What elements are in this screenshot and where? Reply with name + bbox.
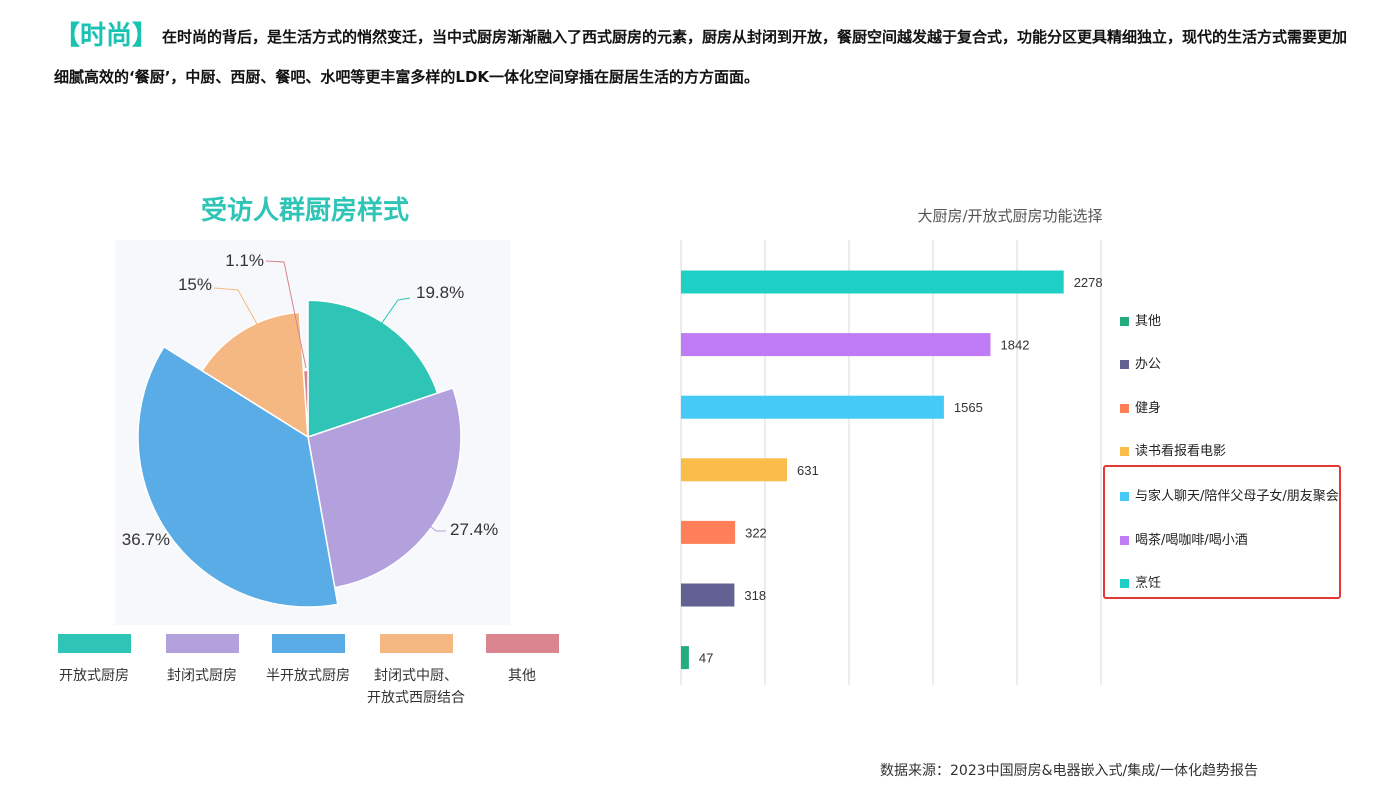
pie-leader-line [213, 287, 287, 377]
legend-label: 开放式厨房 [59, 668, 129, 684]
bar-legend-item: 喝茶/喝咖啡/喝小酒 [1120, 531, 1345, 550]
bar-legend-item: 与家人聊天/陪伴父母子女/朋友聚会 [1120, 487, 1345, 506]
bar [681, 395, 944, 419]
legend-swatch [1120, 447, 1129, 456]
bar-legend-item: 读书看报看电影 [1120, 442, 1345, 461]
bar-value-label: 631 [797, 463, 819, 478]
legend-swatch [165, 634, 239, 653]
pie-value-label: 15% [178, 275, 212, 294]
intro-paragraph: 【时尚】 在时尚的背后，是生活方式的悄然变迁，当中式厨房渐渐融入了西式厨房的元素，… [54, 16, 1354, 97]
legend-swatch [1120, 492, 1129, 501]
legend-label: 封闭式厨房 [167, 668, 237, 684]
legend-label: 其他 [508, 668, 536, 684]
bar-chart-title: 大厨房/开放式厨房功能选择 [917, 207, 1103, 225]
pie-slice [137, 345, 339, 608]
legend-swatch [1120, 317, 1129, 326]
legend-swatch [1120, 536, 1129, 545]
pie-legend-item: 开放式厨房 [40, 634, 148, 687]
pie-legend-item: 封闭式厨房 [148, 634, 256, 687]
bar [681, 583, 735, 607]
legend-label: 喝茶/喝咖啡/喝小酒 [1135, 533, 1248, 548]
bar-value-label: 1565 [954, 400, 983, 415]
bar-value-label: 322 [745, 525, 767, 540]
legend-label: 封闭式中厨、 开放式西厨结合 [367, 668, 465, 706]
legend-swatch [1120, 404, 1129, 413]
pie-chart: 19.8% 27.4% 36.7% 15% 1.1% [122, 251, 498, 608]
legend-label: 烹饪 [1135, 576, 1162, 591]
bar-legend-item: 办公 [1120, 355, 1345, 374]
bar-value-label: 318 [744, 588, 766, 603]
legend-swatch [1120, 579, 1129, 588]
legend-swatch [379, 634, 453, 653]
pie-legend-item: 半开放式厨房 [254, 634, 362, 687]
pie-leader-line [407, 507, 446, 532]
legend-label: 办公 [1135, 357, 1162, 372]
legend-highlight-box [1103, 465, 1341, 599]
legend-swatch [1120, 360, 1129, 369]
bar-legend-item: 其他 [1120, 312, 1345, 331]
pie-legend-item: 封闭式中厨、 开放式西厨结合 [362, 634, 470, 709]
pie-slice [201, 311, 309, 439]
bar-value-label: 2278 [1074, 275, 1103, 290]
pie-value-label: 1.1% [225, 251, 264, 270]
pie-slice [307, 299, 439, 439]
intro-text: 在时尚的背后，是生活方式的悄然变迁，当中式厨房渐渐融入了西式厨房的元素，厨房从封… [54, 28, 1348, 86]
bar [681, 458, 787, 482]
legend-swatch [57, 634, 131, 653]
pie-value-label: 27.4% [450, 520, 498, 539]
bar [681, 333, 991, 357]
legend-label: 健身 [1135, 401, 1162, 416]
bar-legend-item: 健身 [1120, 399, 1345, 418]
bar-value-label: 47 [699, 651, 713, 666]
pie-value-label: 36.7% [122, 530, 170, 549]
pie-leader-line [174, 511, 227, 541]
legend-swatch [271, 634, 345, 653]
legend-label: 读书看报看电影 [1135, 444, 1227, 459]
pie-slice [307, 386, 462, 589]
pie-legend-item: 其他 [468, 634, 576, 687]
source-note: 数据来源：2023中国厨房&电器嵌入式/集成/一体化趋势报告 [880, 763, 1258, 779]
legend-swatch [485, 634, 559, 653]
legend-label: 半开放式厨房 [266, 668, 350, 684]
bar [681, 270, 1064, 294]
intro-tag: 【时尚】 [54, 21, 159, 51]
bar [681, 646, 689, 670]
bar [681, 520, 736, 544]
pie-slice [302, 369, 309, 438]
pie-leader-line [355, 297, 411, 361]
pie-leader-line [265, 260, 307, 369]
legend-label: 与家人聊天/陪伴父母子女/朋友聚会 [1135, 489, 1339, 504]
pie-legend: 开放式厨房 封闭式厨房 半开放式厨房 封闭式中厨、 开放式西厨结合 其他 [40, 634, 580, 714]
bar-chart: 2278 1842 1565 631 322 318 47 [680, 240, 1103, 685]
legend-label: 其他 [1135, 314, 1162, 329]
pie-value-label: 19.8% [416, 283, 464, 302]
pie-chart-title: 受访人群厨房样式 [200, 196, 409, 226]
bar-value-label: 1842 [1001, 338, 1030, 353]
bar-legend-item: 烹饪 [1120, 574, 1345, 593]
